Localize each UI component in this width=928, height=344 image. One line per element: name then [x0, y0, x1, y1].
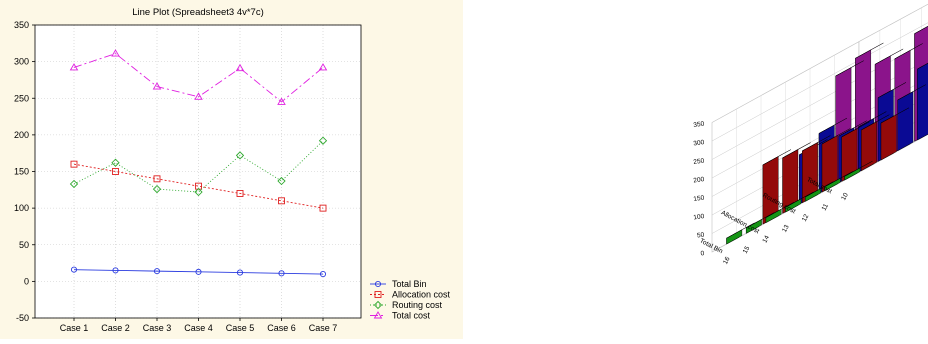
- x-tick-label: Case 6: [267, 323, 296, 333]
- z-tick-label: 200: [693, 176, 705, 184]
- legend-label: Total cost: [392, 311, 431, 321]
- chart-title: Line Plot (Spreadsheet3 4v*7c): [132, 7, 264, 18]
- y-tick-label: 250: [14, 93, 29, 103]
- legend-label: Allocation cost: [392, 290, 451, 300]
- y-tick-label: 200: [14, 130, 29, 140]
- z-tick-label: 300: [693, 139, 705, 147]
- x-tick-label: Case 4: [184, 323, 213, 333]
- line-chart: Line Plot (Spreadsheet3 4v*7c) -50 0 50 100 1…: [0, 0, 463, 339]
- z-tick-label: 100: [693, 213, 705, 221]
- legend-entry-routing-cost: Routing cost: [370, 300, 443, 310]
- bar-face-side: [898, 92, 913, 151]
- x-tick-label: Case 1: [60, 323, 89, 333]
- y-tick-label: 300: [14, 57, 29, 67]
- line-chart-panel: Line Plot (Spreadsheet3 4v*7c) -50 0 50 100 1…: [0, 0, 463, 339]
- x-tick-label: Case 3: [143, 323, 172, 333]
- category-axis-label: 16: [722, 256, 732, 266]
- y-tick-label: 150: [14, 167, 29, 177]
- x-tick-label: Case 2: [101, 323, 130, 333]
- z-tick-label: 350: [693, 120, 705, 128]
- category-axis-label: 11: [821, 202, 831, 212]
- y-tick-label: 100: [14, 203, 29, 213]
- legend-entry-total-bin: Total Bin: [370, 279, 427, 289]
- x-tick-label: Case 7: [309, 323, 338, 333]
- z-tick-label: 150: [693, 194, 705, 202]
- y-tick-label: 50: [19, 240, 29, 250]
- legend-label: Routing cost: [392, 300, 443, 310]
- legend-marker: [375, 302, 382, 309]
- z-tick-label: 0: [700, 250, 705, 257]
- legend-label: Total Bin: [392, 279, 427, 289]
- x-tick-label: Case 5: [226, 323, 255, 333]
- legend-entry-total-cost: Total cost: [370, 311, 431, 321]
- z-tick-label: 250: [693, 157, 705, 165]
- category-axis-label: 10: [840, 192, 850, 202]
- category-axis-label: 13: [781, 224, 791, 234]
- y-tick-label: -50: [16, 313, 29, 323]
- legend-entry-allocation-cost: Allocation cost: [370, 290, 451, 300]
- category-axis-label: 15: [742, 245, 752, 255]
- category-axis-label: 12: [801, 213, 811, 223]
- y-tick-label: 350: [14, 20, 29, 30]
- category-axis-label: 14: [761, 234, 771, 244]
- y-tick-label: 0: [24, 276, 29, 286]
- bar-face-side: [917, 61, 928, 141]
- legend-marker: [375, 312, 382, 318]
